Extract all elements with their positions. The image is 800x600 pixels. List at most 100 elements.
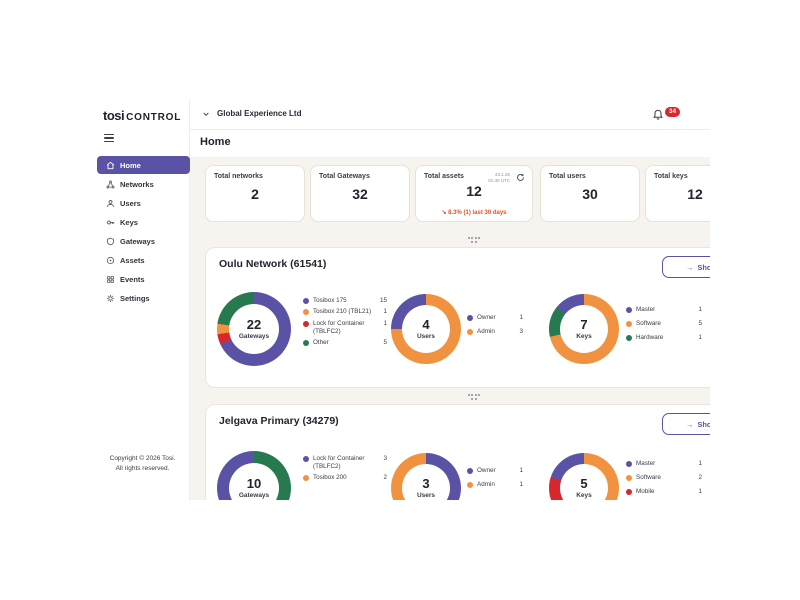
legend-item: Other 5 <box>303 339 387 347</box>
legend-label: Master <box>636 306 656 313</box>
legend-item: Admin 3 <box>467 328 523 336</box>
refresh-icon[interactable] <box>516 173 525 182</box>
sidebar-item-label: Events <box>120 274 145 284</box>
drag-handle[interactable] <box>467 393 481 401</box>
legend-value: 5 <box>383 338 387 346</box>
legend-dot <box>303 475 309 482</box>
chevron-down-icon <box>203 112 209 116</box>
legend-item: Tosibox 200 2 <box>303 474 387 482</box>
donut-label: Users <box>416 492 436 499</box>
show-network-button[interactable]: → Show network <box>662 256 710 278</box>
network-icon <box>106 179 115 189</box>
menu-toggle-icon[interactable] <box>104 134 114 144</box>
stat-card-networks: Total networks 2 <box>205 165 305 222</box>
legend-dot <box>467 315 473 321</box>
donut-value: 5 <box>580 476 588 491</box>
legend-dot <box>303 320 309 327</box>
donut-value: 22 <box>246 317 262 332</box>
sidebar: tosi CONTROL Home Networks Users Keys <box>95 100 190 500</box>
legend-dot <box>467 481 473 488</box>
stat-card-users: Total users 30 <box>540 165 640 222</box>
legend-label: Owner <box>477 314 496 321</box>
sidebar-item-events[interactable]: Events <box>97 270 190 288</box>
sidebar-item-assets[interactable]: Assets <box>97 251 190 269</box>
stat-value: 30 <box>582 186 598 202</box>
section-title: Oulu Network (61541) <box>219 258 327 270</box>
sidebar-item-home[interactable]: Home <box>97 156 190 174</box>
legend-label: Lock for Container (TBLFC2) <box>313 319 365 335</box>
stat-timestamp-time: 01:40 UTC <box>488 178 510 184</box>
org-selector[interactable]: Global Experience Ltd <box>202 109 301 118</box>
sidebar-item-label: Home <box>120 160 141 170</box>
keys-legend: Master 1 Software 2 Mobile 1 <box>626 460 702 496</box>
legend-value: 2 <box>698 473 702 481</box>
stat-value: 12 <box>466 183 482 199</box>
legend-label: Software <box>636 319 661 327</box>
legend-dot <box>626 474 632 481</box>
legend-label: Admin <box>477 327 495 335</box>
users-donut-chart: 3 Users <box>391 453 461 500</box>
brand-logo: tosi CONTROL <box>103 107 181 125</box>
sidebar-item-label: Networks <box>120 179 154 189</box>
home-icon <box>106 161 115 169</box>
stat-label: Total keys <box>654 173 688 180</box>
sidebar-item-gateways[interactable]: Gateways <box>97 232 190 250</box>
stat-timestamp-date: 23.1.26 <box>494 172 510 177</box>
arrow-right-icon: → <box>685 262 694 272</box>
sidebar-item-keys[interactable]: Keys <box>97 213 190 231</box>
legend-dot <box>467 468 473 474</box>
legend-item: Hardware 1 <box>626 334 702 342</box>
donut-value: 10 <box>246 476 262 491</box>
stat-label: Total assets <box>424 173 464 180</box>
stat-value: 2 <box>251 186 259 202</box>
stat-value: 32 <box>352 186 368 202</box>
copyright: Copyright © 2026 Tosi. All rights reserv… <box>95 454 190 474</box>
sidebar-item-label: Gateways <box>120 236 156 246</box>
stat-card-assets: Total assets 23.1.26 01:40 UTC 12 ↘ 8.3%… <box>415 165 533 222</box>
notifications-button[interactable]: 34 <box>652 107 680 120</box>
sidebar-item-settings[interactable]: Settings <box>97 289 190 307</box>
gateways-legend: Tosibox 175 15 Tosibox 210 (TBL21) 1 Lock … <box>303 297 387 347</box>
legend-value: 3 <box>519 327 523 335</box>
legend-label: Other <box>313 338 329 346</box>
brand-logo-bold: tosi <box>103 108 125 123</box>
keys-legend: Master 1 Software 5 Hardware 1 <box>626 306 702 342</box>
legend-label: Tosibox 175 <box>313 297 347 304</box>
legend-value: 3 <box>383 455 387 462</box>
legend-item: Software 5 <box>626 320 702 328</box>
drag-handle[interactable] <box>467 236 481 244</box>
events-icon <box>107 275 114 283</box>
legend-dot <box>626 320 632 327</box>
gear-icon <box>106 294 115 302</box>
show-network-button[interactable]: → Show network <box>662 413 710 435</box>
donut-value: 3 <box>422 476 430 491</box>
legend-value: 1 <box>698 460 702 467</box>
app-window: tosi CONTROL Home Networks Users Keys <box>95 100 710 500</box>
network-section-oulu: Oulu Network (61541) → Show network 22 G… <box>205 247 710 388</box>
sidebar-item-networks[interactable]: Networks <box>97 175 190 193</box>
stat-value: 12 <box>687 186 703 202</box>
legend-label: Mobile <box>636 487 655 495</box>
donut-label: Gateways <box>238 492 270 499</box>
keys-donut-chart: 5 Keys <box>549 453 619 500</box>
donut-value: 4 <box>422 317 430 332</box>
sidebar-item-users[interactable]: Users <box>97 194 190 212</box>
copyright-line2: All rights reserved. <box>115 464 170 472</box>
users-legend: Owner 1 Admin 3 <box>467 314 523 336</box>
legend-value: 1 <box>698 306 702 313</box>
topbar: Global Experience Ltd 34 <box>190 100 710 130</box>
show-network-label: Show network <box>697 419 710 429</box>
gateways-legend: Lock for Container (TBLFC2) 3 Tosibox 200… <box>303 455 387 482</box>
stat-trend: ↘ 8.3% (1) last 30 days <box>416 209 532 216</box>
legend-dot <box>303 309 309 316</box>
copyright-line1: Copyright © 2026 Tosi. <box>109 455 176 462</box>
sidebar-item-label: Keys <box>120 217 138 227</box>
donut-label: Keys <box>576 492 592 499</box>
legend-label: Owner <box>477 467 496 474</box>
legend-value: 15 <box>379 297 387 304</box>
legend-item: Master 1 <box>626 460 702 468</box>
org-name: Global Experience Ltd <box>217 109 302 118</box>
sidebar-nav: Home Networks Users Keys Gateways Assets <box>95 156 190 308</box>
legend-dot <box>626 334 632 341</box>
notification-badge: 34 <box>665 107 680 117</box>
